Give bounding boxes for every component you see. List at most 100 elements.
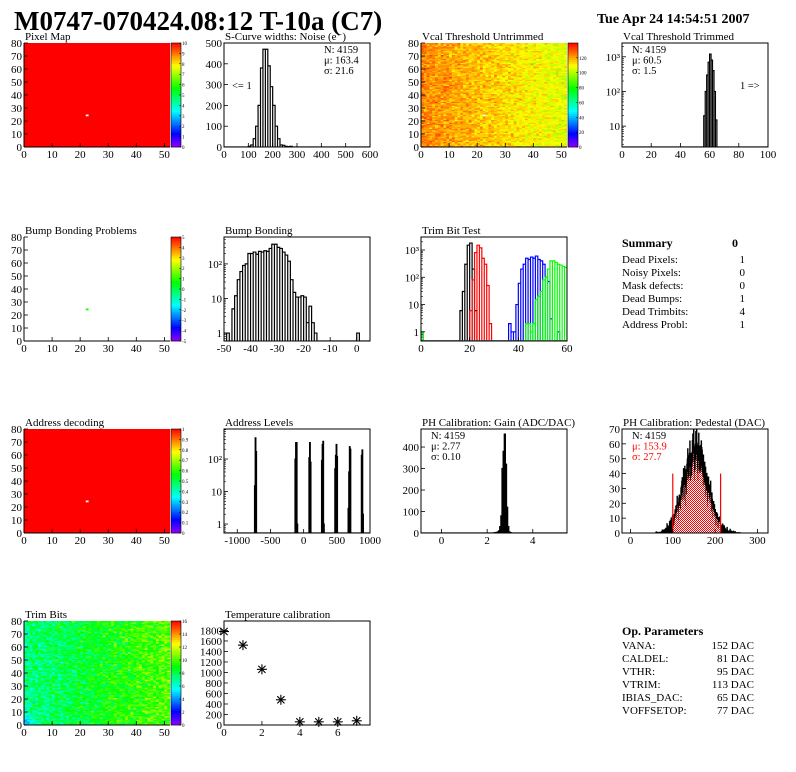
heatmap-cell	[541, 122, 545, 124]
heatmap-cell	[533, 144, 537, 146]
heatmap-cell	[519, 52, 523, 54]
heatmap-cell	[530, 95, 534, 97]
heatmap-cell	[508, 91, 512, 93]
heatmap-cell	[468, 105, 472, 107]
heatmap-cell	[536, 119, 540, 122]
heatmap-cell	[530, 108, 534, 110]
heatmap-cell	[446, 119, 450, 122]
heatmap-cell	[499, 79, 503, 81]
heatmap-cell	[429, 130, 433, 132]
heatmap-cell	[510, 118, 514, 120]
heatmap-cell	[474, 93, 478, 96]
heatmap-cell	[35, 723, 39, 725]
heatmap-cell	[485, 111, 489, 114]
heatmap-cell	[29, 673, 33, 675]
heatmap-cell	[516, 92, 520, 94]
heatmap-cell	[488, 79, 492, 81]
palette-swatch	[568, 130, 578, 133]
heatmap-cell	[558, 75, 562, 78]
heatmap-cell	[460, 52, 464, 54]
heatmap-cell	[538, 75, 543, 78]
heatmap-cell	[527, 132, 531, 135]
heatmap-cell	[429, 126, 433, 128]
heatmap-cell	[465, 131, 470, 133]
heatmap-cell	[505, 131, 509, 133]
heatmap-cell	[426, 113, 430, 115]
heatmap-cell	[26, 708, 30, 710]
heatmap-cell	[564, 118, 567, 120]
heatmap-cell	[499, 108, 503, 110]
heatmap-cell	[479, 45, 484, 48]
heatmap-cell	[460, 62, 464, 65]
heatmap-cell	[564, 87, 567, 89]
heatmap-cell	[541, 136, 545, 139]
palette-swatch	[171, 130, 181, 133]
heatmap-cell	[488, 97, 492, 100]
heatmap-cell	[24, 704, 28, 706]
heatmap-cell	[538, 130, 543, 132]
heatmap-cell	[544, 74, 548, 76]
heatmap-cell	[519, 59, 523, 62]
heatmap-cell	[527, 84, 531, 87]
y-tick-label: 10	[11, 323, 23, 335]
heatmap-cell	[440, 76, 444, 79]
heatmap-cell	[29, 700, 33, 702]
heatmap-cell	[435, 50, 439, 53]
heatmap-cell	[555, 59, 559, 62]
heatmap-cell	[477, 128, 481, 131]
heatmap-cell	[527, 111, 531, 114]
heatmap-cell	[443, 52, 447, 54]
heatmap-cell	[35, 695, 39, 697]
heatmap-cell	[491, 52, 495, 54]
heatmap-cell	[463, 75, 467, 78]
heatmap-cell	[440, 67, 444, 70]
heatmap-cell	[533, 66, 537, 68]
heatmap-cell	[541, 91, 545, 93]
y-tick-label: 40	[11, 284, 23, 296]
x-tick-label: 50	[556, 149, 568, 161]
heatmap-cell	[29, 714, 33, 717]
heatmap-cell	[544, 46, 548, 49]
heatmap-cell	[443, 121, 447, 123]
heatmap-cell	[552, 44, 557, 46]
heatmap-cell	[457, 59, 461, 62]
heatmap-cell	[530, 62, 534, 65]
heatmap-cell	[552, 100, 557, 102]
heatmap-cell	[561, 95, 565, 97]
heatmap-cell	[421, 122, 425, 124]
heatmap-cell	[494, 95, 498, 97]
heatmap-cell	[522, 66, 526, 68]
heatmap-cell	[446, 106, 450, 109]
heatmap-cell	[26, 679, 30, 682]
heatmap-cell	[474, 62, 478, 65]
heatmap-cell	[519, 69, 523, 71]
heatmap-cell	[502, 50, 506, 53]
heatmap-cell	[426, 70, 430, 72]
heatmap-cell	[538, 136, 543, 139]
heatmap-cell	[482, 143, 486, 145]
heatmap-cell	[505, 63, 509, 66]
heatmap-cell	[558, 118, 562, 120]
heatmap-cell	[485, 96, 489, 98]
palette-swatch	[171, 101, 181, 104]
heatmap-cell	[555, 127, 559, 130]
heatmap-cell	[533, 134, 537, 136]
heatmap-cell	[426, 65, 430, 67]
palette-tick-label: 7	[182, 73, 185, 78]
heatmap-cell	[488, 145, 492, 147]
heatmap-cell	[561, 108, 565, 110]
heatmap-cell	[564, 127, 567, 130]
heatmap-cell	[474, 111, 478, 114]
heatmap-cell	[499, 100, 503, 102]
heatmap-cell	[499, 123, 503, 126]
heatmap-cell	[530, 110, 534, 113]
y-tick-label: 30	[11, 103, 23, 115]
heatmap-cell	[421, 88, 425, 91]
heatmap-cell	[435, 80, 439, 83]
heatmap-cell	[474, 135, 478, 137]
heatmap-cell	[432, 74, 436, 76]
heatmap-cell	[432, 65, 436, 67]
heatmap-cell	[454, 96, 458, 98]
palette-swatch	[171, 88, 181, 92]
heatmap-cell	[432, 98, 436, 101]
